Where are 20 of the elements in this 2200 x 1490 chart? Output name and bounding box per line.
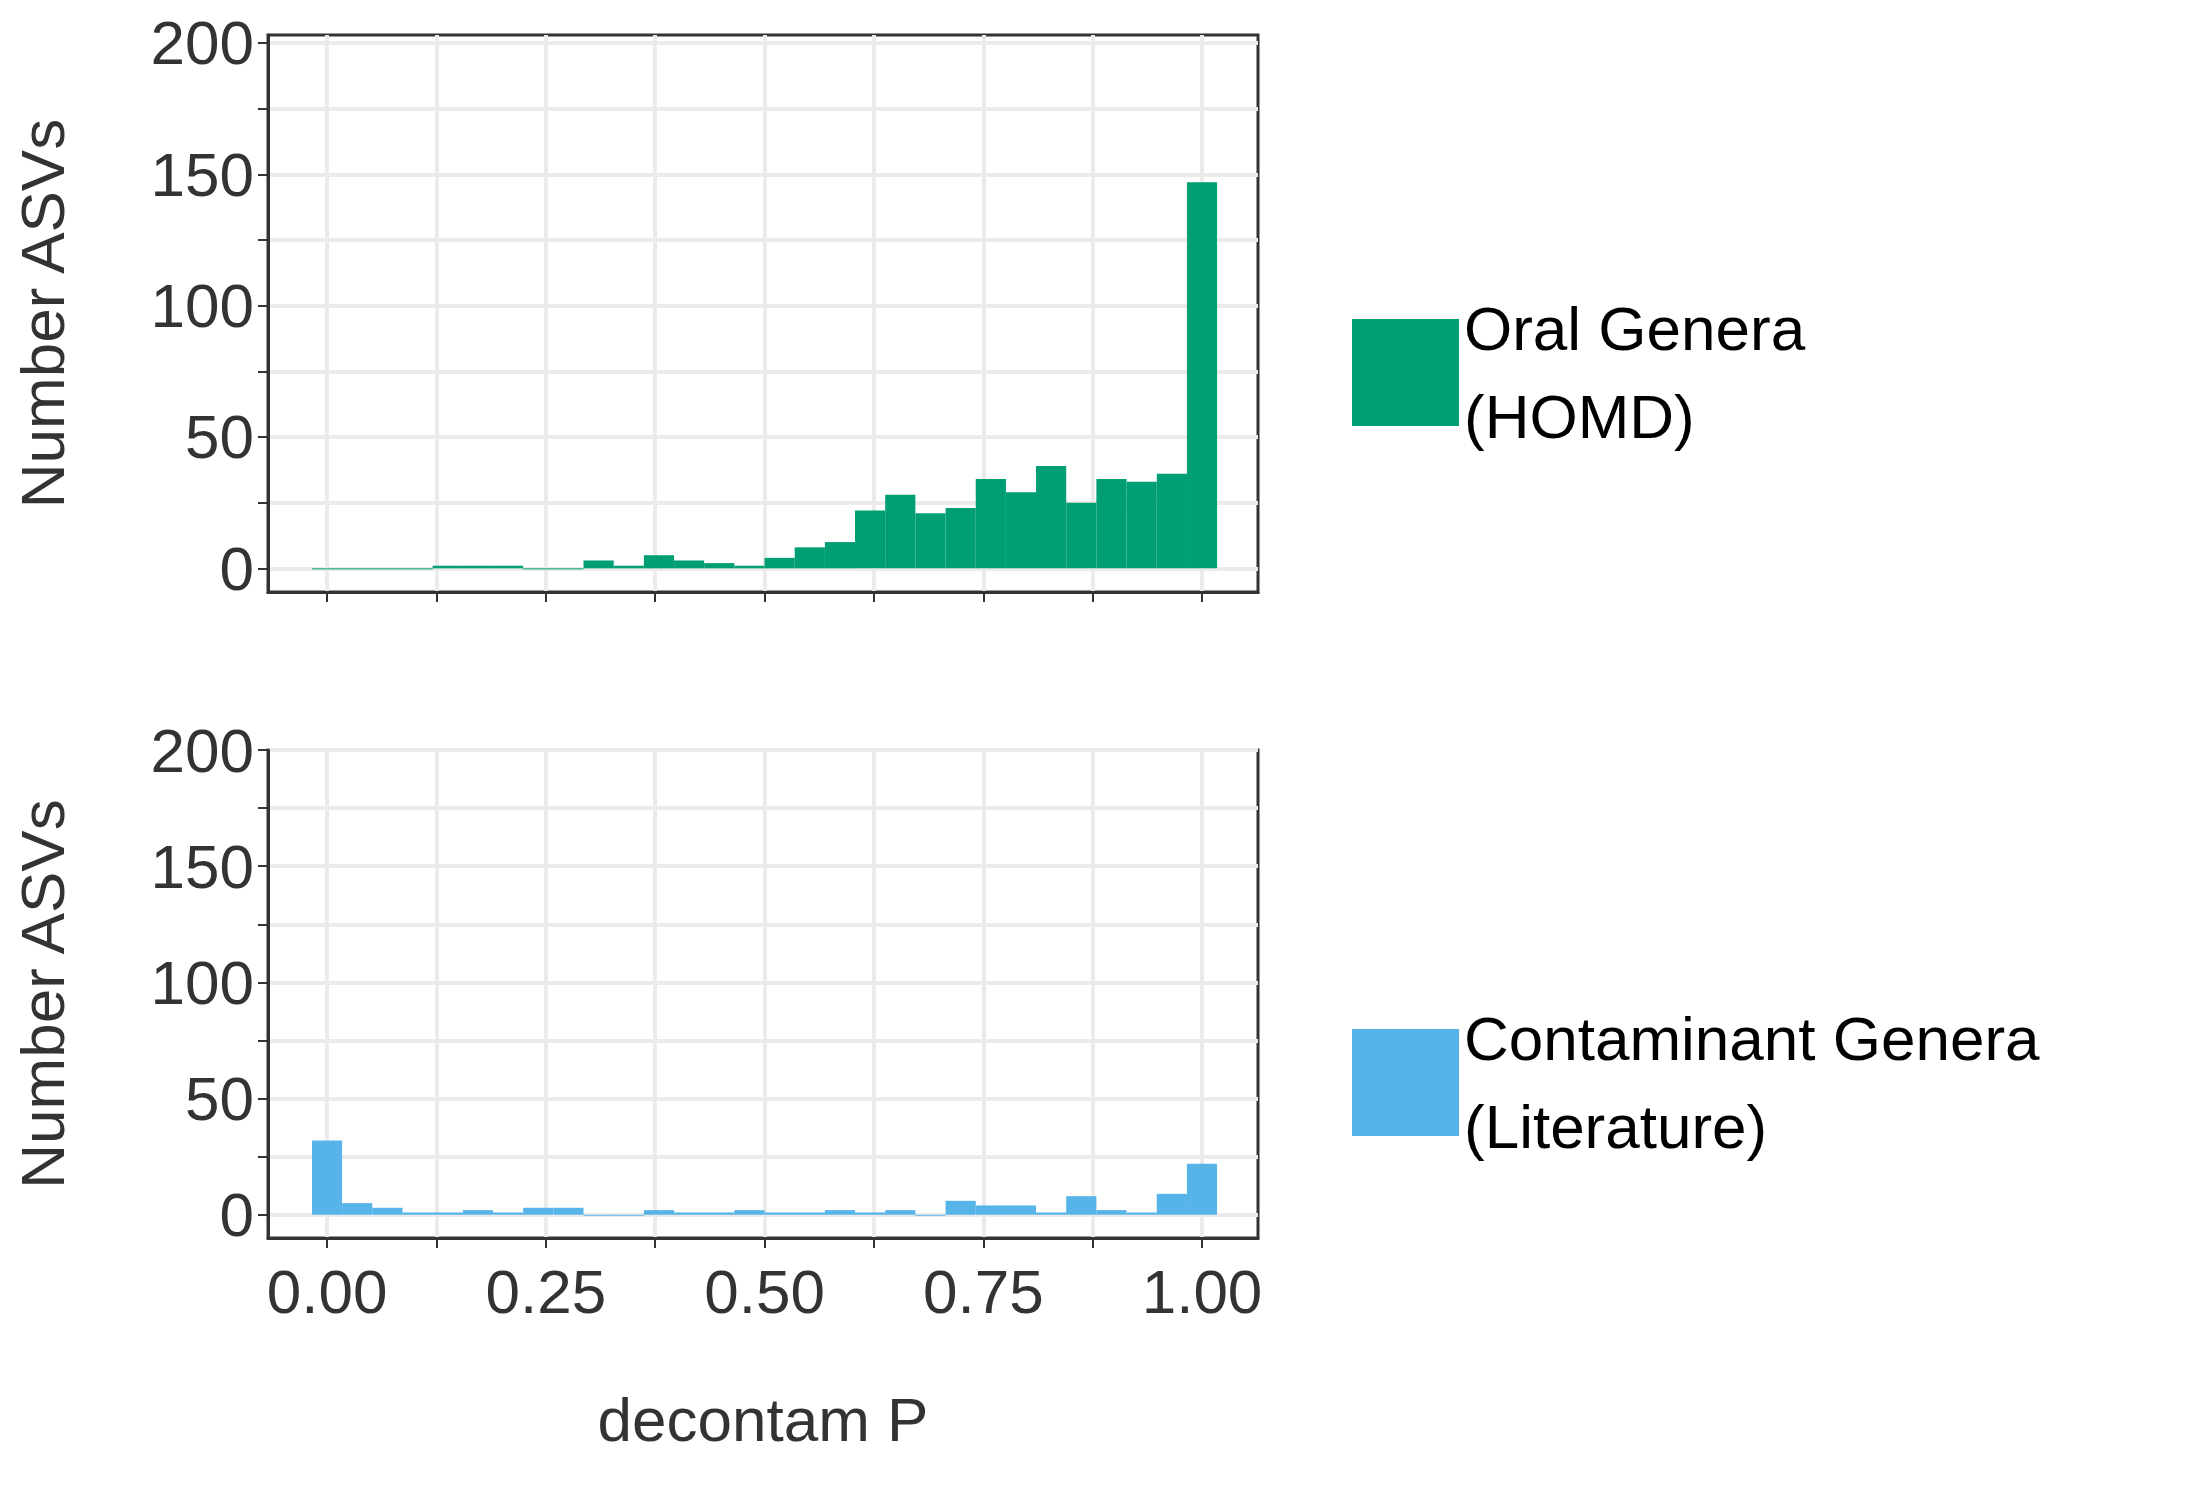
y-tick-label: 0: [219, 533, 254, 603]
y-tick-label: 150: [150, 139, 254, 209]
y-tick-label: 100: [150, 947, 254, 1017]
y-tick-label: 200: [150, 715, 254, 785]
y-axis-title: Number ASVs: [7, 118, 77, 509]
x-axis-title: decontam P: [597, 1384, 929, 1454]
y-tick-label: 100: [150, 271, 254, 341]
y-tick-label: 50: [185, 1064, 254, 1134]
y-tick-label: 0: [219, 1180, 254, 1250]
y-tick-label: 150: [150, 831, 254, 901]
legend-label: Contaminant Genera (Literature): [1464, 1004, 2041, 1161]
legend-label: Oral Genera (HOMD): [1464, 294, 1806, 451]
y-tick-label: 50: [185, 402, 254, 472]
x-tick-label: 0.25: [485, 1256, 607, 1326]
x-tick-label: 0.00: [266, 1256, 388, 1326]
x-tick-label: 0.75: [922, 1256, 1044, 1326]
x-tick-label: 1.00: [1141, 1256, 1263, 1326]
x-tick-label: 0.50: [704, 1256, 825, 1326]
y-tick-label: 200: [150, 8, 254, 78]
y-axis-title: Number ASVs: [7, 799, 77, 1189]
